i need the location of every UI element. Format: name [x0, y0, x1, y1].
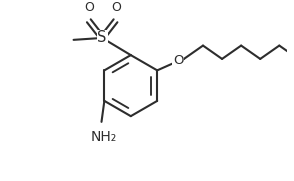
- Text: O: O: [173, 54, 183, 67]
- Text: NH₂: NH₂: [90, 129, 116, 144]
- Text: O: O: [84, 1, 94, 14]
- Text: O: O: [111, 1, 121, 14]
- Text: S: S: [98, 30, 107, 45]
